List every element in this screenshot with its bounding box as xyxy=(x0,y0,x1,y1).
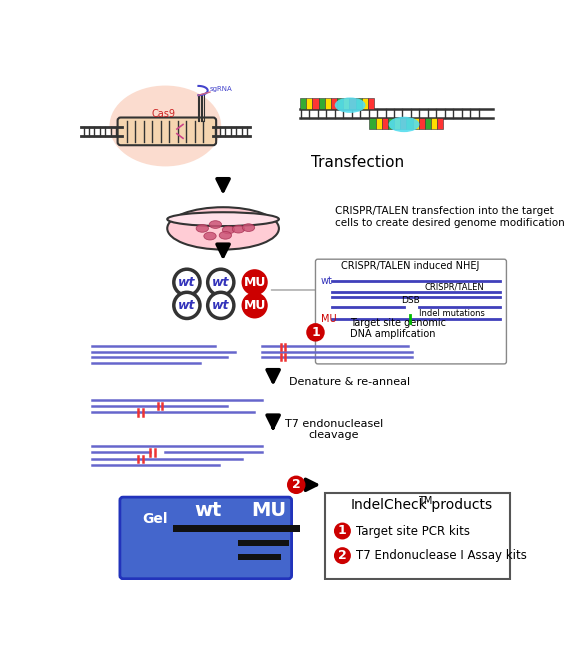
Bar xyxy=(419,118,425,129)
Text: Gel: Gel xyxy=(142,512,168,526)
Bar xyxy=(331,98,337,109)
Text: Denature & re-anneal: Denature & re-anneal xyxy=(288,377,410,387)
Text: MU: MU xyxy=(244,276,266,289)
Text: T7 endonucleasel
cleavage: T7 endonucleasel cleavage xyxy=(285,419,383,440)
Text: MU: MU xyxy=(321,314,336,324)
Text: DSB: DSB xyxy=(401,296,420,305)
Text: wt: wt xyxy=(178,299,196,312)
Text: wt: wt xyxy=(321,276,333,286)
Circle shape xyxy=(287,475,305,494)
Text: Transfection: Transfection xyxy=(311,155,404,170)
Text: 1: 1 xyxy=(311,326,320,339)
Bar xyxy=(406,118,412,129)
Ellipse shape xyxy=(243,224,255,231)
FancyBboxPatch shape xyxy=(316,259,506,364)
Circle shape xyxy=(208,292,234,318)
Circle shape xyxy=(241,269,268,295)
Text: CRISPR/TALEN induced NHEJ: CRISPR/TALEN induced NHEJ xyxy=(341,261,479,271)
Ellipse shape xyxy=(388,117,419,132)
Bar xyxy=(239,541,288,546)
Text: wt: wt xyxy=(194,501,221,520)
Circle shape xyxy=(306,323,325,342)
Text: CRISPR/TALEN transfection into the target
cells to create desired genome modific: CRISPR/TALEN transfection into the targe… xyxy=(335,206,565,228)
Ellipse shape xyxy=(219,231,232,239)
Circle shape xyxy=(334,547,351,564)
Bar xyxy=(239,525,300,532)
Ellipse shape xyxy=(335,98,366,113)
FancyBboxPatch shape xyxy=(120,497,292,579)
Bar xyxy=(394,118,400,129)
Bar xyxy=(382,118,388,129)
Text: MU: MU xyxy=(244,299,266,312)
Text: IndelCheck: IndelCheck xyxy=(350,498,427,512)
Bar xyxy=(362,98,368,109)
Text: wt: wt xyxy=(212,276,229,289)
Ellipse shape xyxy=(232,226,245,233)
Bar xyxy=(370,118,376,129)
Bar xyxy=(306,98,312,109)
Text: wt: wt xyxy=(178,276,196,289)
Text: Target site PCR kits: Target site PCR kits xyxy=(356,524,470,537)
Text: 2: 2 xyxy=(292,479,301,492)
Text: TM: TM xyxy=(418,496,432,507)
FancyBboxPatch shape xyxy=(325,494,510,579)
Text: Cas9: Cas9 xyxy=(152,109,176,119)
Bar xyxy=(343,98,349,109)
FancyBboxPatch shape xyxy=(118,117,216,145)
Bar xyxy=(368,98,374,109)
Bar xyxy=(437,118,443,129)
Text: wt: wt xyxy=(212,299,229,312)
Circle shape xyxy=(241,292,268,318)
Text: products: products xyxy=(427,498,492,512)
Ellipse shape xyxy=(167,207,279,250)
Text: MU: MU xyxy=(252,501,287,520)
Bar xyxy=(425,118,431,129)
Bar xyxy=(412,118,419,129)
Bar xyxy=(388,118,394,129)
Bar xyxy=(325,98,331,109)
Bar xyxy=(300,98,306,109)
Circle shape xyxy=(334,522,351,539)
Bar xyxy=(312,98,319,109)
Bar xyxy=(173,525,243,532)
Bar xyxy=(356,98,362,109)
Ellipse shape xyxy=(209,220,221,228)
Bar xyxy=(400,118,406,129)
Ellipse shape xyxy=(223,226,235,234)
Circle shape xyxy=(174,292,200,318)
Ellipse shape xyxy=(196,224,208,232)
Bar xyxy=(319,98,325,109)
Bar xyxy=(337,98,343,109)
Text: Target site genomic
DNA amplifcation: Target site genomic DNA amplifcation xyxy=(350,318,446,339)
Bar xyxy=(431,118,437,129)
Text: 2: 2 xyxy=(338,549,347,562)
Circle shape xyxy=(208,269,234,295)
Ellipse shape xyxy=(167,212,279,226)
Text: sgRNA: sgRNA xyxy=(210,85,233,91)
Bar xyxy=(349,98,356,109)
Circle shape xyxy=(174,269,200,295)
Ellipse shape xyxy=(109,85,221,166)
Text: CRISPR/TALEN: CRISPR/TALEN xyxy=(424,283,484,292)
Ellipse shape xyxy=(204,232,216,240)
Text: 1: 1 xyxy=(338,524,347,537)
Bar xyxy=(376,118,382,129)
Text: T7 Endonuclease I Assay kits: T7 Endonuclease I Assay kits xyxy=(356,549,526,562)
Bar xyxy=(239,554,281,560)
Text: Indel mutations: Indel mutations xyxy=(419,309,485,318)
